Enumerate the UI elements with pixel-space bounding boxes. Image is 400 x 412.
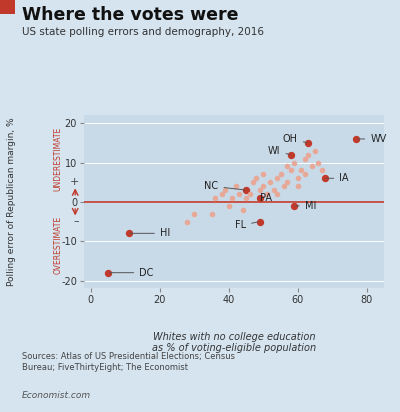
- Point: [246, 191, 253, 197]
- Text: HI: HI: [130, 228, 170, 238]
- Point: [260, 171, 266, 178]
- Point: [105, 269, 111, 276]
- Point: [319, 167, 325, 174]
- Point: [274, 191, 280, 197]
- Point: [302, 155, 308, 162]
- Point: [257, 218, 263, 225]
- Point: [284, 179, 291, 185]
- Point: [291, 159, 298, 166]
- Point: [288, 151, 294, 158]
- Text: DC: DC: [110, 268, 154, 278]
- Point: [267, 179, 274, 185]
- Text: IA: IA: [327, 173, 349, 183]
- Point: [219, 191, 225, 197]
- Text: Economist.com: Economist.com: [22, 391, 91, 400]
- Point: [184, 218, 191, 225]
- Point: [126, 230, 132, 236]
- Point: [260, 183, 266, 190]
- Point: [294, 183, 301, 190]
- Point: [226, 203, 232, 209]
- Point: [298, 167, 304, 174]
- Point: [270, 187, 277, 193]
- Point: [191, 211, 198, 217]
- Text: Whites with no college education
as % of voting-eligible population: Whites with no college education as % of…: [152, 332, 316, 353]
- Text: OH: OH: [283, 134, 307, 144]
- Text: Sources: Atlas of US Presidential Elections; Census
Bureau; FiveThirtyEight; The: Sources: Atlas of US Presidential Electi…: [22, 352, 235, 372]
- Point: [291, 203, 298, 209]
- Point: [236, 191, 242, 197]
- Point: [243, 187, 249, 193]
- Point: [240, 206, 246, 213]
- Point: [253, 175, 260, 182]
- Text: FL: FL: [235, 220, 258, 230]
- Point: [229, 194, 236, 201]
- Point: [302, 171, 308, 178]
- Point: [308, 163, 315, 170]
- Point: [353, 136, 360, 142]
- Text: WI: WI: [268, 146, 290, 156]
- Point: [288, 167, 294, 174]
- Point: [305, 140, 311, 146]
- Point: [305, 151, 311, 158]
- Point: [294, 175, 301, 182]
- Text: WV: WV: [358, 134, 386, 144]
- Point: [250, 179, 256, 185]
- Point: [208, 211, 215, 217]
- Text: +: +: [70, 177, 79, 187]
- Point: [257, 194, 263, 201]
- Text: OVERESTIMATE: OVERESTIMATE: [54, 216, 62, 274]
- Text: –: –: [73, 217, 79, 227]
- Text: US state polling errors and demography, 2016: US state polling errors and demography, …: [22, 27, 264, 37]
- Point: [243, 194, 249, 201]
- Text: Where the votes were: Where the votes were: [22, 6, 238, 24]
- Point: [232, 183, 239, 190]
- Point: [222, 187, 228, 193]
- Text: UNDERESTIMATE: UNDERESTIMATE: [54, 126, 62, 191]
- Point: [212, 194, 218, 201]
- Point: [315, 159, 322, 166]
- Text: NC: NC: [204, 181, 245, 191]
- Point: [257, 187, 263, 193]
- Point: [264, 191, 270, 197]
- Point: [274, 175, 280, 182]
- Point: [312, 147, 318, 154]
- Text: PA: PA: [260, 193, 272, 203]
- Point: [322, 175, 328, 182]
- Point: [281, 183, 287, 190]
- Point: [284, 163, 291, 170]
- Text: Polling error of Republican margin, %: Polling error of Republican margin, %: [8, 117, 16, 286]
- Text: MI: MI: [296, 201, 316, 211]
- Point: [277, 171, 284, 178]
